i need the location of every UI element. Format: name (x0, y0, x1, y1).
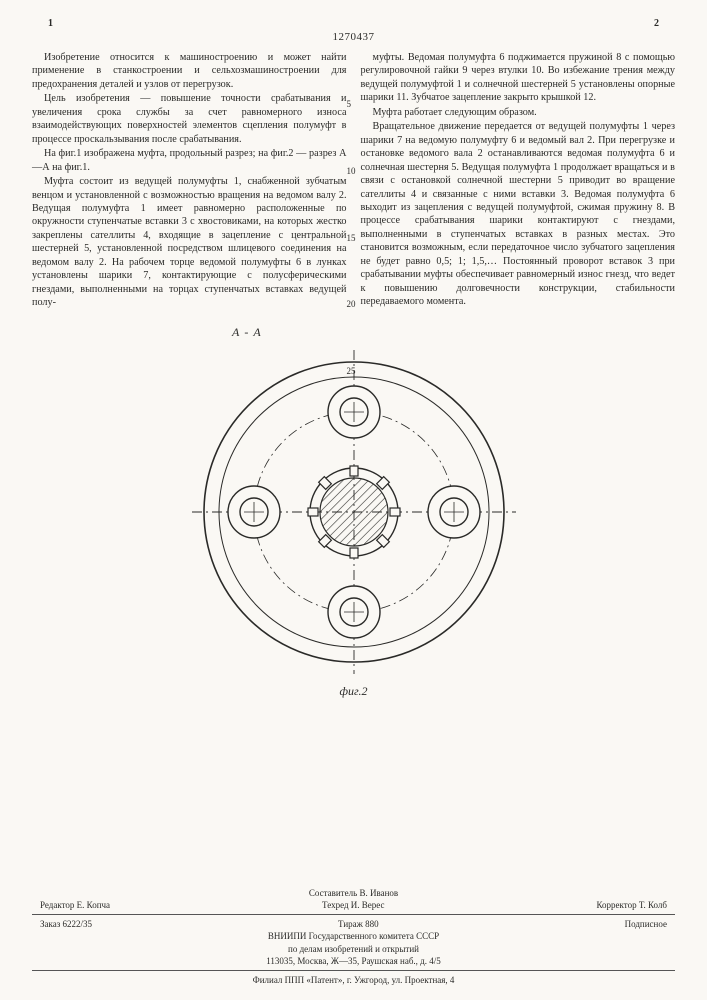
footer-credits: Редактор Е. Копча Техред И. Верес Коррек… (32, 899, 675, 911)
column-left: Изобретение относится к машиностроению и… (32, 51, 347, 311)
footer-org2: по делам изобретений и открытий (32, 943, 675, 955)
footer-divider (32, 970, 675, 971)
footer-editor: Редактор Е. Копча (40, 899, 110, 911)
line-number: 5 (347, 99, 352, 111)
footer-order: Заказ 6222/35 (40, 918, 92, 930)
figure-area: А - А (32, 325, 675, 699)
figure-diagram (184, 342, 524, 682)
para: Вращательное движение передается от веду… (361, 120, 676, 308)
page-numbers: 1 2 (32, 18, 675, 31)
footer-print: Заказ 6222/35 Тираж 880 Подписное (32, 918, 675, 930)
column-right: 5 10 15 20 25 муфты. Ведомая полумуфта 6… (361, 51, 676, 311)
para: Муфта работает следующим образом. (361, 106, 676, 119)
figure-caption: фиг.2 (32, 684, 675, 699)
para: На фиг.1 изображена муфта, продольный ра… (32, 147, 347, 174)
text-columns: Изобретение относится к машиностроению и… (32, 51, 675, 311)
footer-compiler: Составитель В. Иванов (32, 887, 675, 899)
line-number: 15 (347, 233, 356, 245)
line-number: 25 (347, 366, 356, 378)
line-number: 20 (347, 299, 356, 311)
page-num-right: 2 (654, 18, 659, 29)
section-label: А - А (32, 325, 675, 340)
footer: Составитель В. Иванов Редактор Е. Копча … (32, 887, 675, 986)
para: Цель изобретения — повышение точности ср… (32, 92, 347, 146)
page: 1 2 1270437 Изобретение относится к маши… (0, 0, 707, 1000)
line-number: 10 (347, 166, 356, 178)
page-num-left: 1 (48, 18, 53, 29)
footer-divider (32, 914, 675, 915)
footer-addr: 113035, Москва, Ж—35, Раушская наб., д. … (32, 955, 675, 967)
footer-tirazh: Тираж 880 (338, 918, 379, 930)
footer-org1: ВНИИПИ Государственного комитета СССР (32, 930, 675, 942)
footer-podpis: Подписное (625, 918, 667, 930)
para: муфты. Ведомая полумуфта 6 поджимается п… (361, 51, 676, 105)
footer-tech: Техред И. Верес (322, 899, 384, 911)
para: Изобретение относится к машиностроению и… (32, 51, 347, 91)
para: Муфта состоит из ведущей полумуфты 1, сн… (32, 175, 347, 310)
footer-filial: Филиал ППП «Патент», г. Ужгород, ул. Про… (32, 974, 675, 986)
footer-corrector: Корректор Т. Колб (597, 899, 667, 911)
document-number: 1270437 (32, 31, 675, 43)
